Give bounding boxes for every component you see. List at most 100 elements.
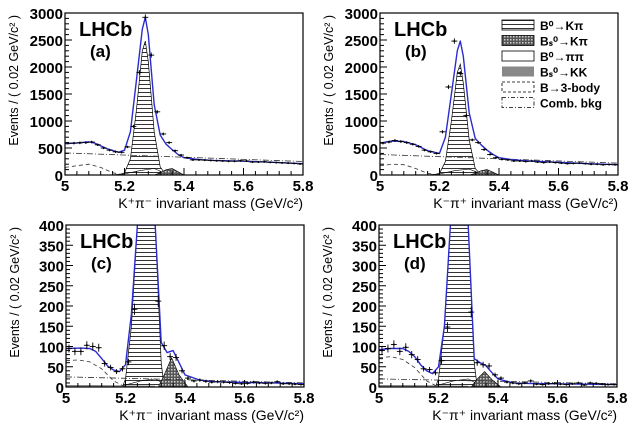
data-point [533, 383, 540, 386]
data-marker [506, 158, 509, 161]
data-point [492, 372, 498, 378]
data-point [231, 160, 238, 163]
data-point [569, 382, 576, 385]
plot-panel-d: 5 5.2 5.4 5.6 5.8 0 50 100 150 200 250 300 350 400 K⁻π… [321, 218, 627, 423]
data-point [534, 161, 541, 164]
data-marker [197, 158, 200, 161]
data-point [286, 382, 293, 385]
y-tick-label: 400 [39, 218, 64, 235]
data-marker [584, 162, 587, 165]
data-marker [511, 381, 514, 384]
component-b-3body [65, 163, 125, 175]
x-tick-label: 5.4 [175, 390, 197, 407]
data-marker [565, 383, 568, 386]
data-marker [608, 163, 611, 166]
data-marker [180, 154, 183, 157]
data-point [285, 162, 292, 165]
data-marker [203, 159, 206, 162]
x-axis-title: K⁻π⁺ invariant mass (GeV/c²) [433, 195, 618, 211]
y-axis-title: Events / ( 0.02 GeV/c² ) [7, 15, 21, 146]
data-marker [216, 380, 219, 383]
x-tick-label: 5.8 [607, 390, 628, 407]
data-point [504, 158, 511, 161]
data-point [280, 382, 287, 385]
data-point [510, 159, 517, 162]
data-point [594, 163, 601, 166]
x-tick-label: 5.6 [548, 178, 569, 195]
data-marker [572, 162, 575, 165]
data-point [563, 383, 570, 386]
data-marker [411, 143, 414, 146]
data-marker [470, 311, 473, 314]
data-marker [257, 161, 260, 164]
data-marker [602, 163, 605, 166]
data-marker [144, 16, 147, 19]
data-point [255, 161, 262, 164]
x-axis-title: K⁺π⁻ invariant mass (GeV/c²) [118, 195, 303, 211]
data-marker [404, 346, 407, 349]
legend-label: Comb. bkg [540, 97, 602, 111]
data-marker [590, 163, 593, 166]
data-marker [263, 160, 266, 163]
data-point [444, 322, 451, 332]
x-tick-label: 5.8 [608, 178, 629, 195]
data-marker [417, 145, 420, 148]
data-marker [90, 141, 93, 144]
x-tick-label: 5.2 [115, 390, 136, 407]
data-point [161, 341, 168, 350]
x-tick-label: 5 [375, 390, 383, 407]
data-point [89, 342, 96, 351]
data-point [390, 340, 397, 349]
data-point [279, 161, 286, 164]
data-marker [78, 141, 81, 144]
x-axis-title: K⁻π⁺ invariant mass (GeV/c²) [432, 407, 617, 423]
legend-label: B⁰→Kπ [540, 19, 583, 33]
data-point [82, 141, 89, 144]
legend-item: Comb. bkg [501, 97, 602, 111]
x-tick-label: 5.6 [547, 390, 568, 407]
data-marker [601, 383, 604, 386]
data-marker [126, 145, 129, 148]
y-tick-label: 0 [370, 168, 378, 185]
data-point [546, 161, 553, 164]
data-point [391, 139, 398, 142]
data-marker [258, 381, 261, 384]
data-point [499, 158, 505, 161]
data-point [397, 140, 404, 143]
data-marker [169, 355, 172, 358]
data-point [415, 145, 422, 148]
data-marker [541, 383, 544, 386]
data-point [112, 150, 119, 153]
y-tick-label: 3000 [345, 6, 378, 23]
data-point [237, 159, 244, 162]
data-point [581, 383, 588, 386]
data-point [66, 344, 72, 353]
data-marker [251, 161, 254, 164]
data-point [142, 14, 149, 21]
data-point [189, 158, 196, 161]
data-marker [613, 383, 616, 386]
x-tick-label: 5.2 [429, 178, 450, 195]
data-marker [393, 139, 396, 142]
data-marker [162, 132, 165, 135]
data-point [214, 380, 221, 384]
legend-swatch-solid [502, 66, 534, 77]
component-comb-bkg [65, 152, 303, 162]
data-marker [133, 308, 136, 311]
data-marker [405, 141, 408, 144]
y-tick-label: 0 [56, 380, 64, 397]
component-b0-kpi [433, 62, 482, 175]
data-marker [441, 130, 444, 133]
data-point [587, 381, 594, 385]
data-marker [459, 72, 462, 75]
y-tick-label: 250 [39, 279, 64, 296]
legend-label: Bₛ⁰→KK [540, 66, 588, 80]
data-marker [96, 143, 99, 146]
y-axis-title: Events / ( 0.02 GeV/c² ) [322, 15, 336, 146]
data-marker [269, 161, 272, 164]
data-point [184, 156, 190, 159]
plot-panel-c: 5 5.2 5.4 5.6 5.8 0 50 100 150 200 250 300 350 400 K⁺π… [8, 218, 314, 423]
data-point [486, 363, 493, 369]
data-marker [150, 54, 153, 57]
